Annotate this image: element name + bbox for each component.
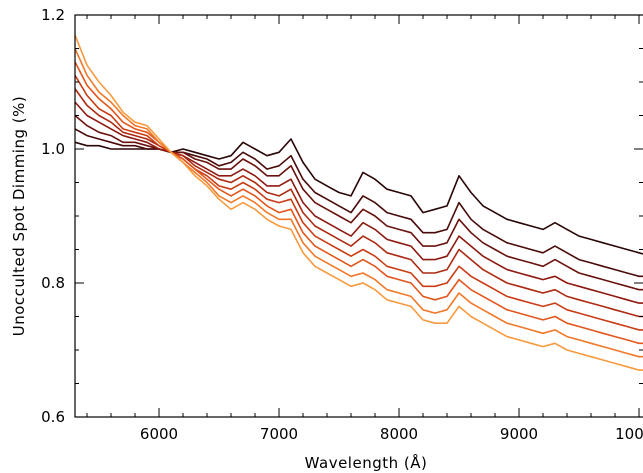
y-axis: 0.6 0.8 1.0 1.2 [41, 6, 643, 426]
x-tick-label: 6000 [140, 425, 178, 443]
x-axis: 6000 7000 8000 9000 10000 [86, 15, 643, 443]
y-tick-label: 0.8 [41, 274, 65, 292]
x-tick-label: 7000 [260, 425, 298, 443]
series-line-5 [75, 88, 643, 318]
series-line-4 [75, 101, 643, 304]
y-tick-label: 0.6 [41, 408, 65, 426]
x-tick-label: 9000 [500, 425, 538, 443]
plot-frame [74, 14, 643, 418]
series-line-1 [75, 138, 643, 255]
y-tick-label: 1.2 [41, 6, 65, 24]
series-group [75, 34, 643, 371]
x-axis-label: Wavelength (Å) [305, 453, 428, 472]
series-line-2 [75, 128, 643, 278]
series-line-9 [75, 34, 643, 371]
series-line-6 [75, 74, 643, 331]
y-tick-label: 1.0 [41, 140, 65, 158]
series-line-3 [75, 114, 643, 291]
series-line-7 [75, 61, 643, 345]
x-tick-label: 8000 [380, 425, 418, 443]
series-line-8 [75, 48, 643, 358]
y-axis-label: Unocculted Spot Dimming (%) [10, 96, 28, 336]
x-tick-label: 10000 [615, 425, 643, 443]
